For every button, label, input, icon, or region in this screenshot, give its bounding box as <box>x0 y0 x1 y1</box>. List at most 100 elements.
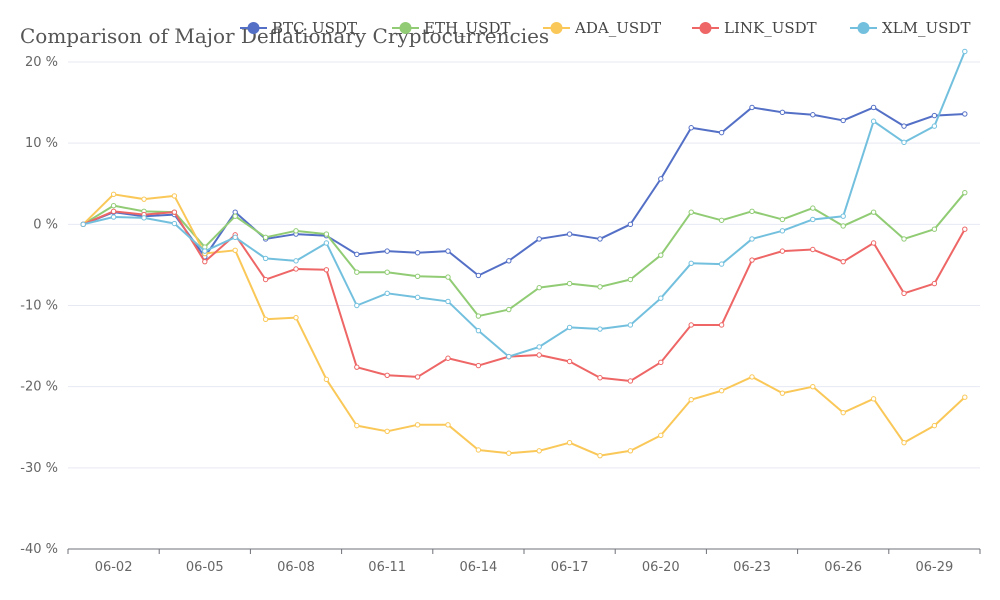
data-point[interactable] <box>931 123 938 129</box>
data-point[interactable] <box>718 322 725 328</box>
data-point[interactable] <box>779 216 786 223</box>
data-point[interactable] <box>931 112 938 119</box>
data-point[interactable] <box>202 258 208 265</box>
data-point[interactable] <box>627 322 634 328</box>
data-point[interactable] <box>110 202 117 209</box>
data-point[interactable] <box>810 112 816 118</box>
data-point[interactable] <box>718 129 725 136</box>
data-point[interactable] <box>262 276 269 283</box>
data-point[interactable] <box>354 302 360 309</box>
data-point[interactable] <box>506 450 512 456</box>
data-point[interactable] <box>293 258 299 264</box>
data-point[interactable] <box>962 189 968 196</box>
data-point[interactable] <box>110 214 117 220</box>
data-point[interactable] <box>414 273 421 279</box>
data-point[interactable] <box>931 226 938 232</box>
data-point[interactable] <box>566 358 573 365</box>
data-point[interactable] <box>384 372 390 379</box>
data-point[interactable] <box>384 269 390 275</box>
data-point[interactable] <box>688 125 694 131</box>
data-point[interactable] <box>627 448 634 454</box>
data-point[interactable] <box>840 409 846 416</box>
legend-item-btc-usdt[interactable]: BTC_USDT <box>240 19 357 37</box>
data-point[interactable] <box>414 294 421 301</box>
data-point[interactable] <box>840 213 846 219</box>
data-point[interactable] <box>414 250 421 256</box>
data-point[interactable] <box>688 260 694 266</box>
data-point[interactable] <box>718 261 725 267</box>
data-point[interactable] <box>901 236 907 242</box>
data-point[interactable] <box>749 374 755 380</box>
data-point[interactable] <box>354 269 360 275</box>
data-point[interactable] <box>262 255 269 262</box>
data-point[interactable] <box>506 258 512 264</box>
data-point[interactable] <box>475 313 482 319</box>
data-point[interactable] <box>80 221 86 228</box>
data-point[interactable] <box>870 104 877 111</box>
data-point[interactable] <box>323 267 330 273</box>
data-point[interactable] <box>870 118 877 124</box>
data-point[interactable] <box>688 396 694 403</box>
data-point[interactable] <box>323 240 330 246</box>
data-point[interactable] <box>293 266 299 272</box>
legend-item-xlm-usdt[interactable]: XLM_USDT <box>850 19 970 37</box>
data-point[interactable] <box>536 448 542 454</box>
data-point[interactable] <box>384 428 390 435</box>
data-point[interactable] <box>658 295 664 301</box>
data-point[interactable] <box>688 209 694 215</box>
data-point[interactable] <box>354 364 360 370</box>
data-point[interactable] <box>414 374 421 380</box>
data-point[interactable] <box>323 231 330 237</box>
data-point[interactable] <box>810 246 816 253</box>
data-point[interactable] <box>566 439 573 446</box>
data-point[interactable] <box>536 236 542 242</box>
data-point[interactable] <box>475 362 482 369</box>
data-point[interactable] <box>232 247 238 254</box>
data-point[interactable] <box>931 280 938 287</box>
data-point[interactable] <box>475 272 482 279</box>
data-point[interactable] <box>749 236 755 242</box>
data-point[interactable] <box>445 274 451 280</box>
data-point[interactable] <box>414 422 421 428</box>
data-point[interactable] <box>627 378 634 384</box>
data-point[interactable] <box>384 248 390 254</box>
data-point[interactable] <box>840 223 846 229</box>
data-point[interactable] <box>627 221 634 228</box>
data-point[interactable] <box>171 193 178 199</box>
data-point[interactable] <box>749 104 755 111</box>
data-point[interactable] <box>810 205 816 211</box>
data-point[interactable] <box>506 353 512 360</box>
data-point[interactable] <box>262 316 269 322</box>
data-point[interactable] <box>718 388 725 394</box>
data-point[interactable] <box>840 117 846 124</box>
data-point[interactable] <box>779 109 786 116</box>
data-point[interactable] <box>597 284 603 290</box>
data-point[interactable] <box>688 322 694 328</box>
data-point[interactable] <box>566 231 573 237</box>
data-point[interactable] <box>658 359 664 366</box>
data-point[interactable] <box>384 290 390 297</box>
data-point[interactable] <box>962 394 968 400</box>
data-point[interactable] <box>566 280 573 287</box>
data-point[interactable] <box>323 376 330 383</box>
legend-item-ada-usdt[interactable]: ADA_USDT <box>543 19 661 37</box>
data-point[interactable] <box>810 216 816 223</box>
data-point[interactable] <box>445 422 451 428</box>
data-point[interactable] <box>840 258 846 265</box>
data-point[interactable] <box>962 226 968 232</box>
data-point[interactable] <box>171 209 178 215</box>
data-point[interactable] <box>445 248 451 254</box>
data-point[interactable] <box>475 327 482 334</box>
data-point[interactable] <box>779 228 786 234</box>
data-point[interactable] <box>536 344 542 350</box>
data-point[interactable] <box>810 383 816 390</box>
legend-item-link-usdt[interactable]: LINK_USDT <box>692 19 817 37</box>
data-point[interactable] <box>962 111 968 117</box>
data-point[interactable] <box>658 252 664 258</box>
legend-item-eth-usdt[interactable]: ETH_USDT <box>392 19 510 37</box>
data-point[interactable] <box>658 432 664 439</box>
data-point[interactable] <box>232 234 238 241</box>
data-point[interactable] <box>901 439 907 446</box>
data-point[interactable] <box>901 290 907 297</box>
legend[interactable]: BTC_USDT ETH_USDT ADA_USDT LINK_USDT XLM_USD… <box>240 19 970 37</box>
